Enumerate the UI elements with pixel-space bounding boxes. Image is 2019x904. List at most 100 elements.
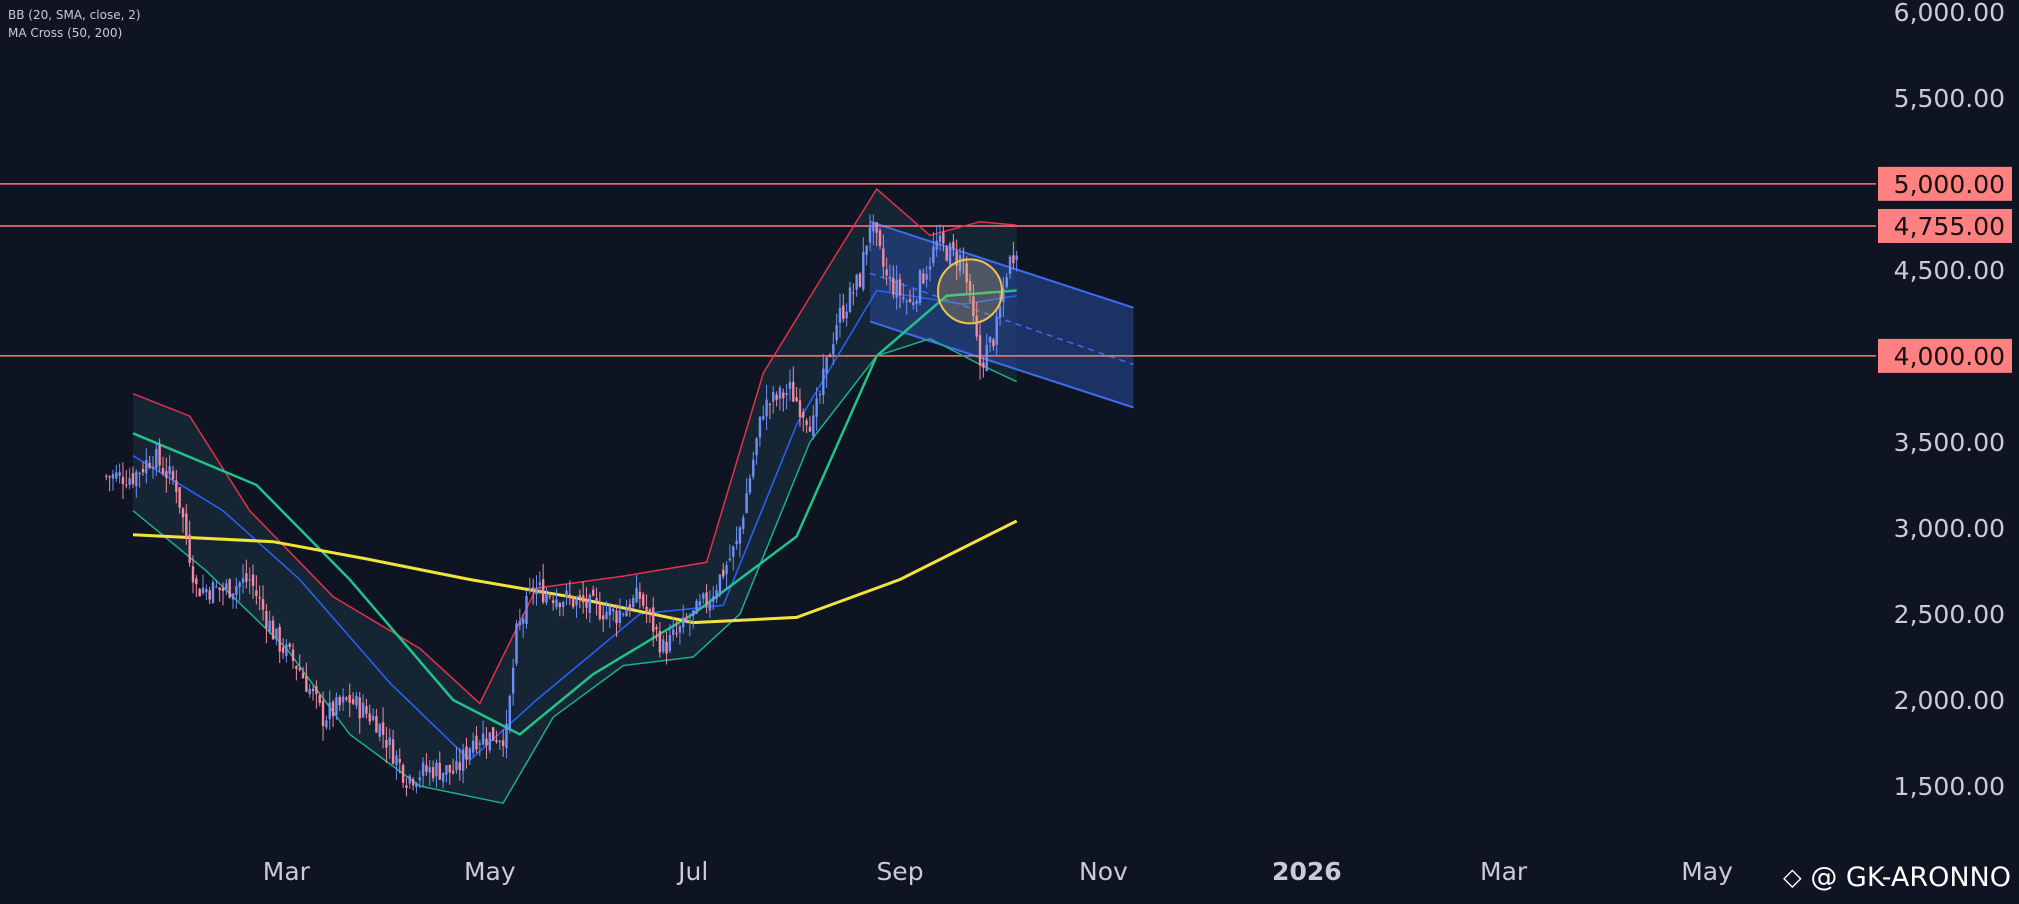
candle-body [518,621,522,626]
candle-body [568,594,572,597]
ma-cross-indicator-label[interactable]: MA Cross (50, 200) [8,26,123,40]
candle-body [231,593,235,600]
candle-body [128,478,131,485]
candle-body [311,688,315,691]
candle-body [538,582,542,586]
candle-body [131,473,135,485]
highlight-circle[interactable] [937,258,1004,325]
candle-body [885,269,888,276]
candle-body [598,604,602,619]
candle-body [935,240,938,250]
candle-body [165,471,168,478]
bb-indicator-label[interactable]: BB (20, SMA, close, 2) [8,8,141,22]
candle-body [712,596,715,602]
candle-body [558,603,562,608]
candle-body [471,740,475,753]
candle-body [642,594,645,606]
x-tick-label: Sep [876,857,923,886]
candle-body [845,311,848,319]
candle-body [295,665,298,669]
candle-body [728,558,732,561]
candle-body [848,287,852,312]
watermark-logo-icon: ⬦ [1782,862,1802,893]
candle-body [945,247,948,261]
candle-body [118,472,121,477]
candle-body [551,600,555,604]
candle-body [625,609,628,617]
candle-body [155,448,158,469]
channel-lower-line[interactable] [869,320,1134,409]
candle-body [251,574,255,586]
candle-body [521,618,525,624]
candle-body [618,610,622,623]
candle-body [255,590,258,597]
candle-body [962,258,965,260]
candle-body [501,740,505,747]
candle-body [788,381,792,389]
candle-body [828,354,832,358]
candle-body [775,394,778,400]
candle-body [455,761,458,771]
candle-body [878,230,882,246]
candle-body [105,475,108,477]
candle-body [705,592,708,606]
candle-body [138,473,141,475]
candle-body [982,362,985,368]
candle-body [481,733,485,745]
candle-body [892,277,895,295]
price-label-box[interactable] [1878,166,2012,201]
candle-body [658,630,662,653]
price-label-box[interactable] [1878,338,2012,373]
y-tick-label: 2,500.00 [1894,600,2005,629]
candle-body [541,579,545,603]
candle-body [145,460,148,474]
candle-body [358,697,361,719]
candle-body [938,235,942,243]
price-label-text[interactable]: 4,000.00 [1894,342,2005,371]
candle-body [395,755,398,766]
candle-body [872,221,875,232]
candle-body [215,586,218,588]
price-label-box[interactable] [1878,208,2012,243]
candle-body [485,738,488,746]
candle-body [491,727,495,741]
candle-body [792,381,795,402]
candle-body [191,566,195,583]
x-tick-label: Mar [263,857,311,886]
x-tick-label: Nov [1079,857,1128,886]
candle-body [925,274,928,280]
x-tick-label: Jul [676,857,708,886]
candle-body [425,765,428,772]
candle-body [662,639,665,652]
candle-body [351,699,355,704]
x-tick-label: Mar [1480,857,1528,886]
candle-body [628,604,632,611]
regression-channel[interactable] [869,220,1134,409]
channel-mid-line[interactable] [869,272,1134,366]
candle-body [235,586,238,595]
candle-body [655,627,658,630]
candle-body [445,765,448,775]
channel-upper-line[interactable] [869,220,1134,309]
candle-body [515,623,518,664]
highlight-circle-shape[interactable] [937,258,1004,325]
x-tick-label: May [1681,857,1733,886]
bb-band-fill [133,189,1017,804]
candle-body [715,590,718,600]
x-axis[interactable]: Mar May Jul Sep Nov 2026 Mar May [263,857,1733,886]
horizontal-lines[interactable] [0,183,1876,357]
candle-body [698,601,702,606]
candle-body [435,762,438,777]
candle-body [418,777,421,781]
ma50-line [132,289,1017,736]
candle-body [548,595,552,597]
candle-body [672,629,675,635]
y-axis[interactable]: 1,500.00 2,000.00 2,500.00 3,000.00 3,500.00… [1878,0,2012,801]
candle-body [955,251,958,266]
price-label-text[interactable]: 5,000.00 [1894,170,2005,199]
y-tick-label: 5,500.00 [1894,84,2005,113]
candle-body [588,594,592,613]
candle-body [241,578,245,583]
price-label-text[interactable]: 4,755.00 [1894,212,2005,241]
